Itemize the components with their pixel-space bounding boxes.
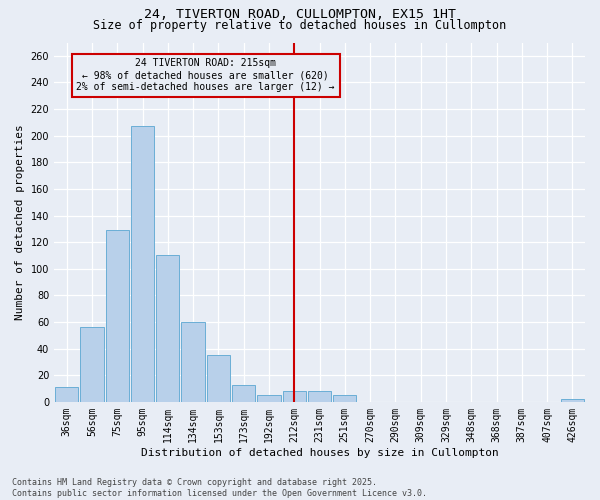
Bar [181, 322, 205, 402]
X-axis label: Distribution of detached houses by size in Cullompton: Distribution of detached houses by size … [140, 448, 499, 458]
Bar [257, 395, 281, 402]
Text: Size of property relative to detached houses in Cullompton: Size of property relative to detached ho… [94, 19, 506, 32]
Bar [156, 256, 179, 402]
Text: Contains HM Land Registry data © Crown copyright and database right 2025.
Contai: Contains HM Land Registry data © Crown c… [12, 478, 427, 498]
Text: 24, TIVERTON ROAD, CULLOMPTON, EX15 1HT: 24, TIVERTON ROAD, CULLOMPTON, EX15 1HT [144, 8, 456, 20]
Y-axis label: Number of detached properties: Number of detached properties [15, 124, 25, 320]
Bar [55, 387, 79, 402]
Text: 24 TIVERTON ROAD: 215sqm
← 98% of detached houses are smaller (620)
2% of semi-d: 24 TIVERTON ROAD: 215sqm ← 98% of detach… [76, 58, 335, 92]
Bar [232, 384, 256, 402]
Bar [106, 230, 129, 402]
Bar [283, 391, 306, 402]
Bar [333, 395, 356, 402]
Bar [561, 399, 584, 402]
Bar [207, 356, 230, 402]
Bar [131, 126, 154, 402]
Bar [80, 328, 104, 402]
Bar [308, 391, 331, 402]
